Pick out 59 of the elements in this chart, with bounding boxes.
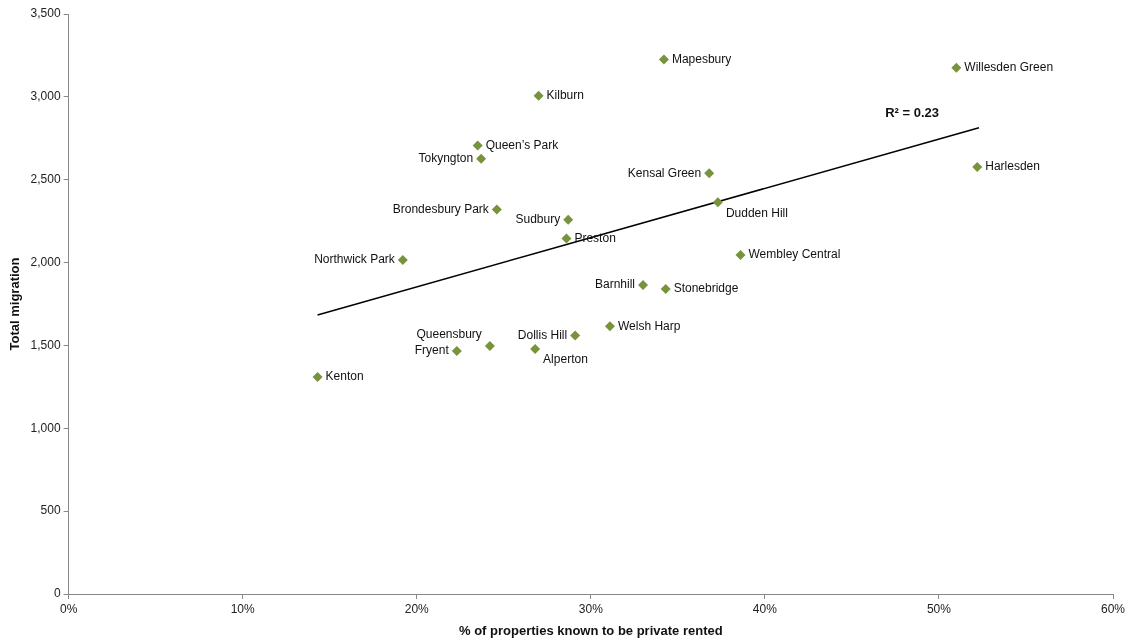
annotation: Dudden Hill	[725, 205, 788, 220]
y-tick-label: 2,500	[30, 172, 61, 187]
point	[312, 371, 323, 382]
point	[476, 153, 487, 164]
x-tick-label: 60%	[1100, 601, 1126, 616]
point	[712, 197, 723, 208]
annotation: Dollis Hill	[517, 327, 568, 342]
annotation: Alperton	[543, 352, 588, 367]
y-tick-label: 3,500	[30, 6, 61, 21]
point	[604, 321, 615, 332]
y-tick-label: 1,000	[30, 420, 61, 435]
point	[491, 204, 502, 215]
point	[472, 140, 483, 151]
y-axis-title: Total migration	[7, 257, 23, 351]
annotation: Stonebridge	[673, 281, 739, 296]
annotation: Kensal Green	[627, 165, 702, 180]
annotation: Northwick Park	[314, 252, 396, 267]
x-tick-label: 0%	[59, 601, 78, 616]
point	[660, 284, 671, 295]
annotation: Queensbury	[416, 327, 482, 342]
annotation: Mapesbury	[671, 51, 732, 66]
annotation: Willesden Green	[964, 60, 1054, 75]
x-tick-label: 30%	[578, 601, 604, 616]
annotation: Barnhill	[595, 277, 636, 292]
point	[533, 90, 544, 101]
annotation: Fryent	[414, 343, 450, 358]
point	[561, 233, 572, 244]
point	[570, 330, 581, 341]
annotation: Tokyngton	[418, 151, 474, 166]
point	[530, 344, 541, 355]
point	[451, 346, 462, 357]
point	[397, 255, 408, 266]
annotation: Kenton	[325, 369, 364, 384]
y-tick-label: 2,000	[30, 254, 61, 269]
y-tick-label: 1,500	[30, 337, 61, 352]
point	[484, 340, 495, 351]
x-tick-label: 50%	[926, 601, 952, 616]
point	[658, 54, 669, 65]
annotation: R² = 0.23	[885, 105, 939, 121]
annotation: Harlesden	[985, 159, 1040, 174]
point	[735, 249, 746, 260]
annotation: Queen’s Park	[485, 137, 560, 152]
annotation: Wembley Central	[748, 247, 841, 262]
x-tick-label: 40%	[752, 601, 778, 616]
point	[563, 214, 574, 225]
x-tick-label: 20%	[404, 601, 430, 616]
annotation: Welsh Harp	[617, 318, 681, 333]
annotation: Brondesbury Park	[392, 201, 490, 216]
x-tick-label: 10%	[230, 601, 256, 616]
y-tick-label: 500	[40, 503, 61, 518]
y-tick-label: 3,000	[30, 89, 61, 104]
x-axis-title: % of properties known to be private rented	[458, 622, 723, 638]
annotation: Kilburn	[546, 88, 584, 103]
point	[704, 168, 715, 179]
point	[951, 62, 962, 73]
y-tick-label: 0	[53, 586, 61, 601]
point	[638, 279, 649, 290]
annotation: Sudbury	[515, 212, 561, 227]
point	[972, 162, 983, 173]
